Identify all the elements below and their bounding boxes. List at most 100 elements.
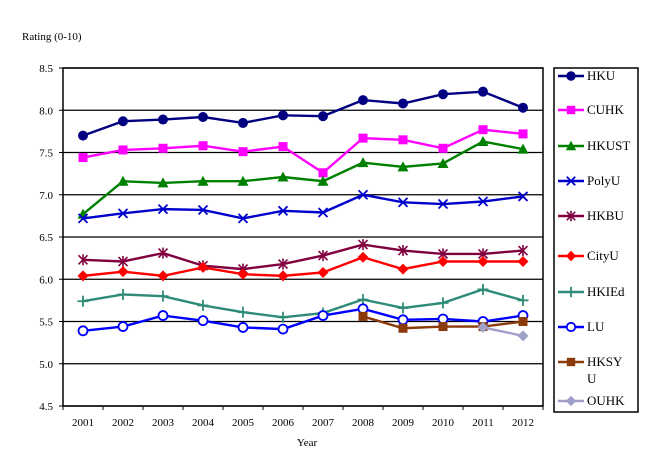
y-tick-label: 7.0 xyxy=(39,190,53,202)
y-tick-label: 6.0 xyxy=(39,274,53,286)
data-point-hkbu xyxy=(117,256,129,268)
data-point-hku xyxy=(78,130,88,141)
data-point-hku xyxy=(398,98,408,109)
x-axis-title: Year xyxy=(297,437,318,449)
data-point-cuhk xyxy=(278,142,288,152)
legend-swatch-marker xyxy=(565,321,577,333)
legend-label: HKUST xyxy=(587,138,630,153)
data-point-hku xyxy=(118,116,128,127)
series-line-cuhk xyxy=(82,128,524,175)
legend-item-hkbu: HKBU xyxy=(558,208,624,223)
legend-label: HKIEd xyxy=(587,284,625,299)
legend-swatch-marker xyxy=(566,210,576,222)
data-point-cuhk xyxy=(398,135,408,145)
series-hku xyxy=(78,86,528,141)
series-line-hkbu xyxy=(82,243,524,271)
legend-entries: HKU CUHK HKUST PolyU HKBU CityU HKIEd LU HKSY U OU… xyxy=(558,68,630,408)
data-point-hkust xyxy=(357,157,369,168)
legend-swatch-marker xyxy=(566,105,576,115)
data-point-cuhk xyxy=(358,133,368,143)
data-point-cityu xyxy=(277,270,289,282)
data-point-cuhk xyxy=(438,143,448,153)
legend-swatch-marker xyxy=(565,286,577,298)
data-point-hksyu xyxy=(358,311,368,321)
data-point-polyu xyxy=(317,207,329,218)
data-point-hkied xyxy=(477,283,489,295)
data-point-hkust xyxy=(517,143,529,154)
series-line-lu xyxy=(82,307,524,332)
series-line-cityu xyxy=(82,256,523,278)
series-line-hkied xyxy=(82,288,524,319)
data-point-hkied xyxy=(517,294,529,306)
data-point-hkbu xyxy=(77,254,89,266)
data-point-hkust xyxy=(277,171,289,182)
y-tick-label: 5.0 xyxy=(39,359,53,371)
x-tick-label: 2008 xyxy=(352,417,375,429)
x-tick-label: 2005 xyxy=(232,417,255,429)
data-point-hkied xyxy=(277,311,289,323)
legend-label: PolyU xyxy=(587,173,621,188)
x-tick-label: 2006 xyxy=(272,417,295,429)
data-point-hku xyxy=(278,110,288,121)
legend-item-lu: LU xyxy=(558,319,605,334)
data-point-hkust xyxy=(117,175,129,186)
data-point-ouhk xyxy=(477,321,489,333)
data-point-hkbu xyxy=(517,245,529,257)
series-hkust xyxy=(77,136,529,219)
data-point-hkied xyxy=(197,299,209,311)
data-point-cityu xyxy=(517,256,529,268)
x-tick-label: 2007 xyxy=(312,417,335,429)
y-tick-label: 5.5 xyxy=(39,317,53,329)
data-point-cuhk xyxy=(198,141,208,151)
legend-label: CUHK xyxy=(587,102,624,117)
data-point-polyu xyxy=(157,203,169,215)
data-point-hkied xyxy=(437,297,449,309)
data-point-hkust xyxy=(437,157,449,168)
data-point-cuhk xyxy=(478,125,488,135)
data-point-lu xyxy=(237,322,249,333)
x-tick-label: 2002 xyxy=(112,417,134,429)
y-tick-label: 8.0 xyxy=(39,105,53,117)
data-point-cuhk xyxy=(118,145,128,155)
legend-swatch-marker xyxy=(566,176,576,186)
series-line-hkust xyxy=(82,140,524,216)
series-line-polyu xyxy=(82,193,524,220)
legend-item-polyu: PolyU xyxy=(558,173,621,188)
data-point-cityu xyxy=(317,266,329,278)
legend-item-hku: HKU xyxy=(558,68,616,83)
data-point-hku xyxy=(518,102,528,113)
data-point-hku xyxy=(318,111,328,122)
data-point-hkied xyxy=(357,294,369,306)
data-point-polyu xyxy=(277,205,289,216)
data-point-hkust xyxy=(397,161,409,172)
data-point-hkust xyxy=(197,175,209,186)
data-point-hkied xyxy=(77,295,89,307)
data-point-polyu xyxy=(477,196,489,207)
data-point-lu xyxy=(77,325,89,337)
data-point-cuhk xyxy=(78,153,88,163)
legend-swatch-marker xyxy=(566,71,576,81)
y-tick-label: 4.5 xyxy=(39,401,53,413)
data-point-cuhk xyxy=(158,143,168,153)
data-point-hkbu xyxy=(157,247,169,259)
legend-label: HKU xyxy=(587,68,616,83)
data-point-cuhk xyxy=(318,168,328,178)
data-point-hkbu xyxy=(317,250,329,262)
data-point-cityu xyxy=(437,256,449,268)
series-line-ouhk xyxy=(482,326,524,338)
data-point-cityu xyxy=(77,270,89,282)
data-point-hkied xyxy=(397,302,409,314)
data-point-hku xyxy=(358,95,368,106)
data-point-hkied xyxy=(237,306,249,318)
legend-label: HKBU xyxy=(587,208,624,223)
x-tick-label: 2009 xyxy=(392,417,415,429)
legend-item-cuhk: CUHK xyxy=(558,102,624,117)
data-point-cityu xyxy=(157,270,169,282)
legend-swatch-marker xyxy=(565,395,577,407)
series-group xyxy=(77,86,529,342)
x-tick-label: 2004 xyxy=(192,417,215,429)
data-point-lu xyxy=(317,310,329,321)
x-tick-label: 2012 xyxy=(512,417,534,429)
data-point-lu xyxy=(157,310,169,321)
legend-item-hksyu: HKSY U xyxy=(558,354,623,386)
